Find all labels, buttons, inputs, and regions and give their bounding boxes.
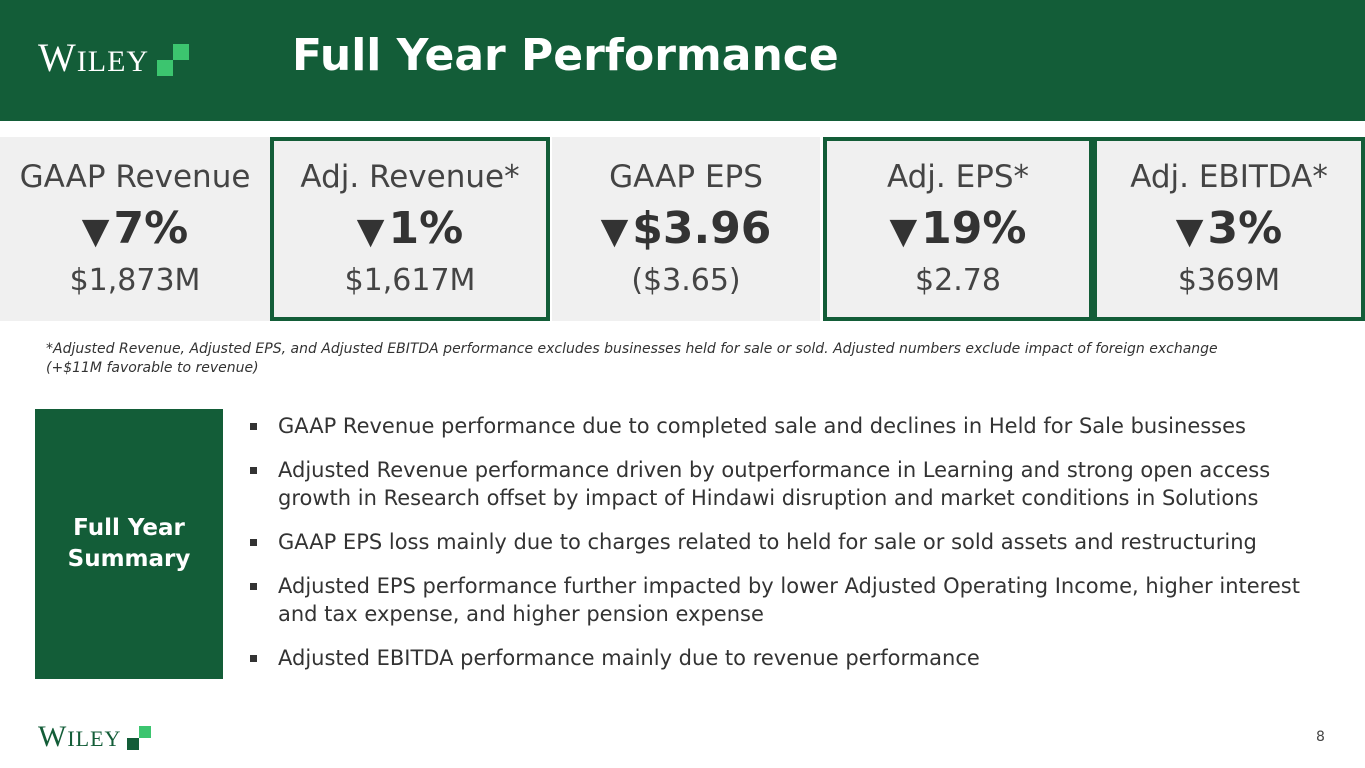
header-bar: WILEY Full Year Performance (0, 0, 1365, 121)
square-bullet-icon (250, 655, 257, 662)
summary-bullets: GAAP Revenue performance due to complete… (250, 412, 1340, 688)
metric-label: Adj. EBITDA* (1130, 159, 1328, 195)
bullet-item: Adjusted EBITDA performance mainly due t… (250, 644, 1340, 672)
metric-label: GAAP EPS (609, 159, 763, 195)
bullet-item: Adjusted Revenue performance driven by o… (250, 456, 1340, 512)
down-arrow-icon: ▼ (600, 211, 629, 252)
down-arrow-icon: ▼ (356, 211, 385, 252)
summary-label: Full Year Summary (67, 515, 191, 572)
metric-gaap-eps: GAAP EPS ▼$3.96 ($3.65) (552, 137, 820, 321)
metric-value: $2.78 (915, 263, 1001, 298)
metric-change: ▼3% (1175, 203, 1283, 254)
metric-adj-ebitda: Adj. EBITDA* ▼3% $369M (1093, 137, 1365, 321)
down-arrow-icon: ▼ (81, 211, 110, 252)
metric-label: Adj. EPS* (886, 159, 1030, 195)
square-bullet-icon (250, 539, 257, 546)
footer-logo-wordmark: WILEY (38, 720, 122, 753)
metric-label: Adj. Revenue* (300, 159, 520, 195)
down-arrow-icon: ▼ (889, 211, 918, 252)
metric-label: GAAP Revenue (19, 159, 251, 195)
logo-squares-icon (157, 44, 191, 78)
page-number: 8 (1316, 729, 1325, 745)
wiley-logo: WILEY (38, 38, 191, 78)
metric-value: ($3.65) (631, 263, 741, 298)
metric-adj-eps: Adj. EPS* ▼19% $2.78 (823, 137, 1093, 321)
bullet-item: GAAP EPS loss mainly due to charges rela… (250, 528, 1340, 556)
metric-change: ▼1% (356, 203, 464, 254)
metric-change: ▼$3.96 (600, 203, 772, 254)
down-arrow-icon: ▼ (1175, 211, 1204, 252)
square-bullet-icon (250, 583, 257, 590)
metric-adj-revenue: Adj. Revenue* ▼1% $1,617M (270, 137, 550, 321)
logo-wordmark: WILEY (38, 35, 150, 80)
metric-change: ▼7% (81, 203, 189, 254)
footnote: *Adjusted Revenue, Adjusted EPS, and Adj… (46, 341, 1218, 376)
footer-wiley-logo: WILEY (38, 722, 153, 752)
bullet-item: GAAP Revenue performance due to complete… (250, 412, 1340, 440)
metric-value: $1,617M (344, 263, 476, 298)
square-bullet-icon (250, 467, 257, 474)
metric-gaap-revenue: GAAP Revenue ▼7% $1,873M (0, 137, 270, 321)
metric-change: ▼19% (889, 203, 1027, 254)
square-bullet-icon (250, 423, 257, 430)
metric-value: $1,873M (69, 263, 201, 298)
metrics-row: GAAP Revenue ▼7% $1,873M Adj. Revenue* ▼… (0, 137, 1365, 321)
page-title: Full Year Performance (292, 30, 839, 81)
bullet-item: Adjusted EPS performance further impacte… (250, 572, 1340, 628)
summary-label-box: Full Year Summary (35, 409, 223, 679)
logo-squares-icon (127, 726, 153, 752)
metric-value: $369M (1177, 263, 1281, 298)
